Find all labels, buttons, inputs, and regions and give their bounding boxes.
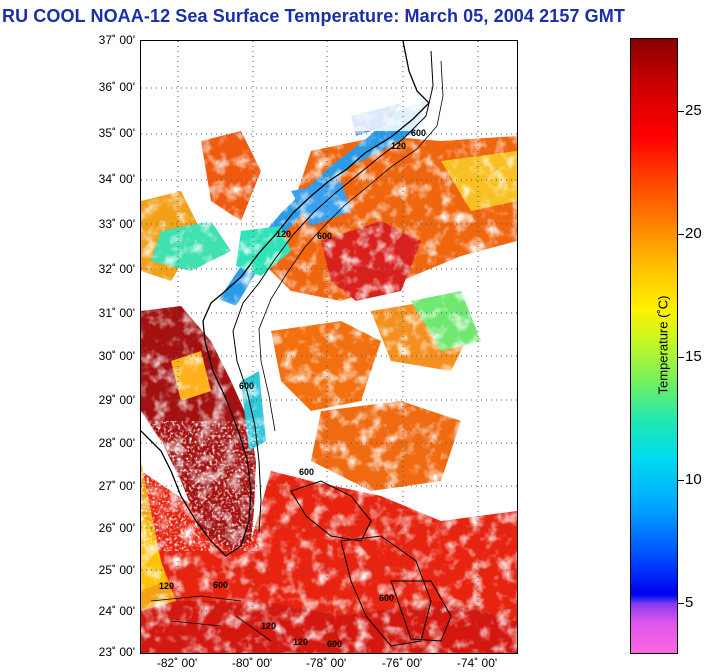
colorbar-tick [678, 111, 684, 112]
map-title: RU COOL NOAA-12 Sea Surface Temperature:… [2, 6, 625, 26]
lat-label-28: 28˚ 00' [98, 436, 135, 450]
lon-label-80: -80˚ 00' [231, 656, 273, 670]
contour-label: 600 [327, 639, 342, 649]
colorbar-label-15: 15 [685, 348, 702, 365]
lat-label-25: 25˚ 00' [98, 563, 135, 577]
bahamas-banks [290, 480, 452, 647]
contour-label: 120 [293, 637, 308, 647]
colorbar-title: Temperature (˚C) [655, 295, 671, 395]
graticule [141, 41, 517, 653]
contour-label: 600 [299, 467, 314, 477]
contour-label: 120 [391, 141, 406, 151]
lon-label-78: -78˚ 00' [305, 656, 347, 670]
lat-label-36: 36˚ 00' [98, 80, 135, 94]
colorbar-label-20: 20 [685, 225, 702, 242]
colorbar-tick [678, 234, 684, 235]
contour-label: 600 [213, 580, 228, 590]
contour-label: 600 [317, 231, 332, 241]
coastline [141, 41, 430, 557]
isobath-contour [232, 50, 434, 532]
lat-label-27: 27˚ 00' [98, 479, 135, 493]
colorbar-label-25: 25 [685, 102, 702, 119]
lat-label-35: 35˚ 00' [98, 126, 135, 140]
lat-label-23: 23˚ 00' [98, 645, 135, 659]
contour-label: 120 [261, 621, 276, 631]
contour-label: 600 [239, 381, 254, 391]
contour-label: 120 [276, 229, 291, 239]
colorbar-tick [678, 357, 684, 358]
colorbar-tick [678, 603, 684, 604]
contour-label: 120 [159, 581, 174, 591]
lat-label-29: 29˚ 00' [98, 393, 135, 407]
lat-label-24: 24˚ 00' [98, 604, 135, 618]
lat-label-34: 34˚ 00' [98, 172, 135, 186]
lon-label-82: -82˚ 00' [156, 656, 198, 670]
temperature-colorbar [630, 38, 678, 654]
contour-label: 600 [379, 593, 394, 603]
lon-label-76: -76˚ 00' [381, 656, 423, 670]
lon-label-74: -74˚ 00' [456, 656, 498, 670]
lat-label-26: 26˚ 00' [98, 521, 135, 535]
lat-label-30: 30˚ 00' [98, 349, 135, 363]
cloud-mask [141, 41, 517, 653]
sst-map-canvas: 600 120 600 120 600 600 120 600 120 600 … [141, 41, 517, 653]
lat-label-33: 33˚ 00' [98, 217, 135, 231]
sst-map: 600 120 600 120 600 600 120 600 120 600 … [140, 40, 518, 654]
lat-label-37: 37˚ 00' [98, 33, 135, 47]
contour-label: 600 [411, 128, 426, 138]
colorbar-label-5: 5 [685, 594, 694, 611]
colorbar-tick [678, 480, 684, 481]
lat-label-32: 32˚ 00' [98, 262, 135, 276]
lat-label-31: 31˚ 00' [98, 306, 135, 320]
colorbar-label-10: 10 [685, 471, 702, 488]
